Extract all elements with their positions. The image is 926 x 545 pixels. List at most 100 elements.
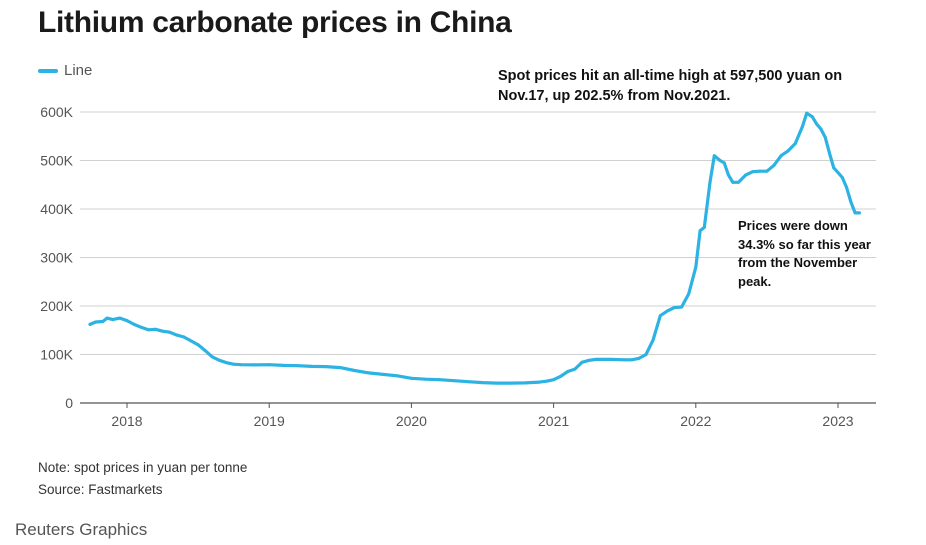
y-tick-label: 600K bbox=[40, 104, 73, 120]
data-point bbox=[146, 328, 150, 332]
data-point bbox=[381, 372, 385, 376]
data-point bbox=[353, 369, 356, 372]
data-point bbox=[849, 200, 853, 204]
gridlines bbox=[80, 111, 876, 404]
data-point bbox=[395, 374, 399, 378]
data-point bbox=[409, 376, 413, 380]
data-point bbox=[88, 322, 92, 326]
data-point bbox=[665, 309, 669, 313]
data-point bbox=[630, 358, 634, 362]
note-text: Note: spot prices in yuan per tonne bbox=[38, 460, 248, 475]
data-point bbox=[118, 316, 122, 320]
data-point bbox=[125, 319, 129, 323]
data-point bbox=[573, 367, 577, 371]
data-point bbox=[832, 166, 836, 170]
data-point bbox=[673, 306, 676, 309]
data-points bbox=[88, 111, 861, 385]
x-tick-label: 2023 bbox=[822, 413, 853, 429]
data-point bbox=[623, 358, 627, 362]
y-tick-label: 500K bbox=[40, 153, 73, 169]
data-point bbox=[189, 339, 193, 343]
data-point bbox=[239, 363, 243, 367]
data-point bbox=[845, 185, 848, 189]
data-point bbox=[253, 363, 257, 367]
data-point bbox=[698, 229, 702, 233]
y-tick-label: 300K bbox=[40, 250, 73, 266]
data-point bbox=[731, 180, 735, 184]
data-point bbox=[559, 374, 563, 378]
data-point bbox=[296, 364, 300, 368]
data-point bbox=[267, 363, 271, 367]
data-point bbox=[281, 363, 285, 367]
data-point bbox=[758, 169, 762, 173]
y-axis-labels: 0 100K 200K 300K 400K 500K 600K bbox=[40, 104, 73, 411]
data-point bbox=[712, 154, 716, 158]
data-point bbox=[424, 377, 428, 381]
data-point bbox=[751, 170, 755, 174]
data-point bbox=[466, 380, 470, 384]
data-point bbox=[779, 154, 783, 158]
data-point bbox=[210, 355, 214, 359]
data-point bbox=[232, 362, 236, 366]
legend-label: Line bbox=[64, 62, 93, 79]
data-point bbox=[552, 378, 556, 382]
data-point bbox=[153, 327, 157, 331]
y-tick-label: 0 bbox=[65, 395, 73, 411]
data-point bbox=[718, 159, 722, 162]
data-point bbox=[225, 361, 228, 365]
data-point bbox=[537, 380, 541, 384]
data-point bbox=[105, 316, 109, 320]
data-point bbox=[680, 305, 684, 309]
data-point bbox=[840, 176, 844, 179]
data-point bbox=[217, 358, 221, 362]
data-point bbox=[651, 338, 655, 342]
x-tick-label: 2021 bbox=[538, 413, 569, 429]
data-point bbox=[815, 122, 819, 126]
data-point bbox=[609, 357, 612, 361]
credit-text: Reuters Graphics bbox=[15, 520, 148, 539]
data-point bbox=[324, 365, 328, 369]
data-point bbox=[702, 225, 706, 229]
data-point bbox=[196, 343, 200, 347]
data-point bbox=[853, 211, 857, 215]
data-point bbox=[836, 171, 840, 175]
decline-annotation: Prices were down 34.3% so far this year … bbox=[738, 218, 871, 289]
data-point bbox=[744, 173, 748, 177]
x-axis: 2018 2019 2020 2021 2022 2023 bbox=[111, 403, 854, 429]
legend: Line bbox=[38, 62, 92, 79]
data-point bbox=[786, 149, 790, 153]
data-point bbox=[805, 111, 809, 115]
data-point bbox=[810, 115, 814, 119]
y-tick-label: 100K bbox=[40, 347, 73, 363]
data-point bbox=[523, 381, 527, 385]
data-point bbox=[545, 379, 548, 383]
data-point bbox=[310, 364, 314, 368]
legend-swatch bbox=[38, 68, 58, 73]
data-point bbox=[338, 366, 342, 370]
data-point bbox=[94, 320, 98, 324]
source-text: Source: Fastmarkets bbox=[38, 482, 163, 497]
data-point bbox=[772, 163, 776, 167]
data-point bbox=[708, 180, 712, 184]
data-point bbox=[857, 211, 861, 215]
data-point bbox=[509, 381, 513, 385]
data-point bbox=[132, 322, 136, 326]
peak-annotation: Spot prices hit an all-time high at 597,… bbox=[498, 68, 843, 104]
data-point bbox=[658, 314, 662, 318]
data-point bbox=[644, 353, 648, 356]
data-point bbox=[819, 127, 823, 131]
data-point bbox=[452, 379, 456, 383]
data-point bbox=[182, 335, 186, 339]
x-tick-label: 2022 bbox=[680, 413, 711, 429]
data-point bbox=[800, 125, 804, 129]
data-point bbox=[481, 381, 484, 385]
data-point bbox=[495, 381, 499, 385]
y-tick-label: 200K bbox=[40, 298, 73, 314]
data-point bbox=[823, 135, 827, 139]
y-tick-label: 400K bbox=[40, 201, 73, 217]
data-point bbox=[587, 358, 591, 362]
data-point bbox=[101, 320, 105, 323]
data-point bbox=[594, 357, 598, 361]
x-tick-label: 2020 bbox=[396, 413, 427, 429]
